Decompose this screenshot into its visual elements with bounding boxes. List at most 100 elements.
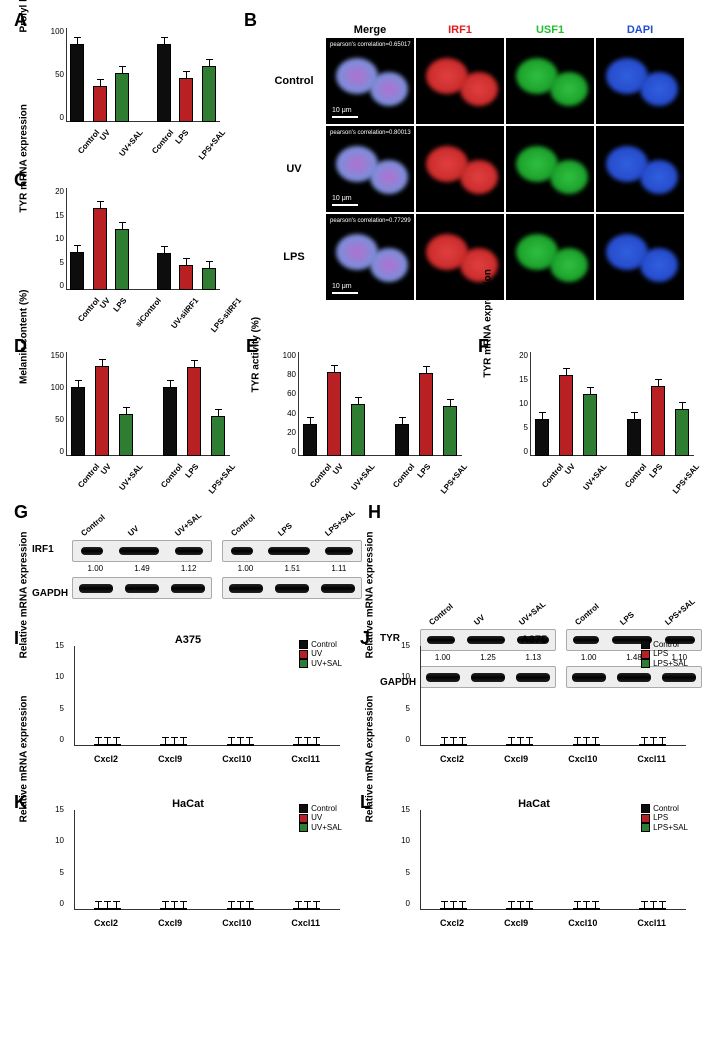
bar [115,73,129,122]
bar [675,409,689,456]
microscopy-grid: MergeIRF1USF1DAPIControlpearson's correl… [264,16,684,300]
y-ticks: 051015 [50,806,64,908]
x-ticks: ControlUVUV+SALControlLPSLPS+SAL [298,456,462,496]
bar [351,404,365,456]
bar [458,744,467,746]
y-ticks: 05101520 [50,188,64,290]
bar-group [293,744,320,746]
bar-group [440,744,467,746]
bar-group [227,908,254,910]
pearson-label: pearson's correlation=0.65017 [330,42,411,49]
bar [311,744,320,746]
y-axis-label: Relative mRNA expression [19,531,30,658]
y-axis-label: Melanin content (%) [19,290,30,384]
bar [449,908,458,910]
x-ticks: ControlUVLPSsiControlUV-siIRF1LPS-siIRF1 [66,290,220,330]
bar [94,744,103,746]
bar [651,386,665,456]
blot-loading [222,577,362,599]
bar [119,414,133,456]
bar [506,744,515,746]
bar [202,268,216,290]
bar [70,44,84,122]
bar [583,394,597,456]
bar-group [160,908,187,910]
scalebar [332,116,358,118]
y-ticks: 050100150 [50,352,64,456]
bar [157,44,171,122]
densitometry: 1.001.491.12 [72,564,212,573]
y-axis-label: TYR activity (%) [251,317,262,393]
bar [202,66,216,122]
panel-i-chart: A375Relative mRNA expression051015Contro… [28,636,348,784]
bar [293,744,302,746]
blot-target [72,540,212,562]
micro-image: pearson's correlation=0.8001310 μm [326,126,414,212]
bar [639,744,648,746]
chart-title: HaCat [518,798,550,810]
chart-title: A375 [521,634,547,646]
bar [115,229,129,290]
bar-group [440,908,467,910]
bar [582,908,591,910]
panel-d-chart: Melanin content (%)050100150ControlUVUV+… [28,346,238,496]
pearson-label: pearson's correlation=0.77299 [330,218,411,225]
bar [112,744,121,746]
bar [227,744,236,746]
scalebar [332,292,358,294]
bar [657,744,666,746]
bar [591,908,600,910]
x-ticks: ControlUVUV+SALControlLPSLPS+SAL [66,122,220,162]
bar [515,744,524,746]
bar [160,744,169,746]
bar [506,908,515,910]
bar [657,908,666,910]
bar [303,424,317,456]
bar [179,78,193,122]
micro-image: pearson's correlation=0.77299 10 μm [326,214,414,300]
scalebar-label: 10 μm [332,283,352,290]
panel-label-b: B [244,10,257,31]
bar [582,744,591,746]
bar-group [293,908,320,910]
bar [524,908,533,910]
x-ticks: Cxcl2Cxcl9Cxcl10Cxcl11 [420,918,686,928]
bars [74,810,340,910]
bar [94,908,103,910]
bar-group [639,744,666,746]
bar [95,366,109,456]
chart-title: HaCat [172,798,204,810]
y-ticks: 050100 [50,28,64,122]
panel-e-chart: TYR activity (%)020406080100ControlUVUV+… [260,346,470,496]
bar [160,908,169,910]
bar-group [506,744,533,746]
bar [515,908,524,910]
bar [419,373,433,456]
bar [449,744,458,746]
panel-label-g: G [14,502,28,523]
x-ticks: Cxcl2Cxcl9Cxcl10Cxcl11 [420,754,686,764]
bar [293,908,302,910]
bar-group [573,744,600,746]
bar [245,908,254,910]
y-axis-label: Prolyl hydroxylase activity (%) [19,0,30,32]
bar [302,744,311,746]
bar-group [94,908,121,910]
bar [236,744,245,746]
bar-group [506,908,533,910]
y-axis-label: Relative mRNA expression [365,695,376,822]
y-ticks: 05101520 [514,352,528,456]
micro-image [596,126,684,212]
bar [573,744,582,746]
bar [169,744,178,746]
bar [648,908,657,910]
bars [420,646,686,746]
bars [66,28,220,122]
y-ticks: 051015 [396,642,410,744]
bars [530,352,694,456]
bar [178,744,187,746]
blot-target-label: IRF1 [32,544,54,555]
panel-l-chart: HaCatRelative mRNA expression051015Contr… [374,800,694,948]
bar [559,375,573,456]
bar [458,908,467,910]
